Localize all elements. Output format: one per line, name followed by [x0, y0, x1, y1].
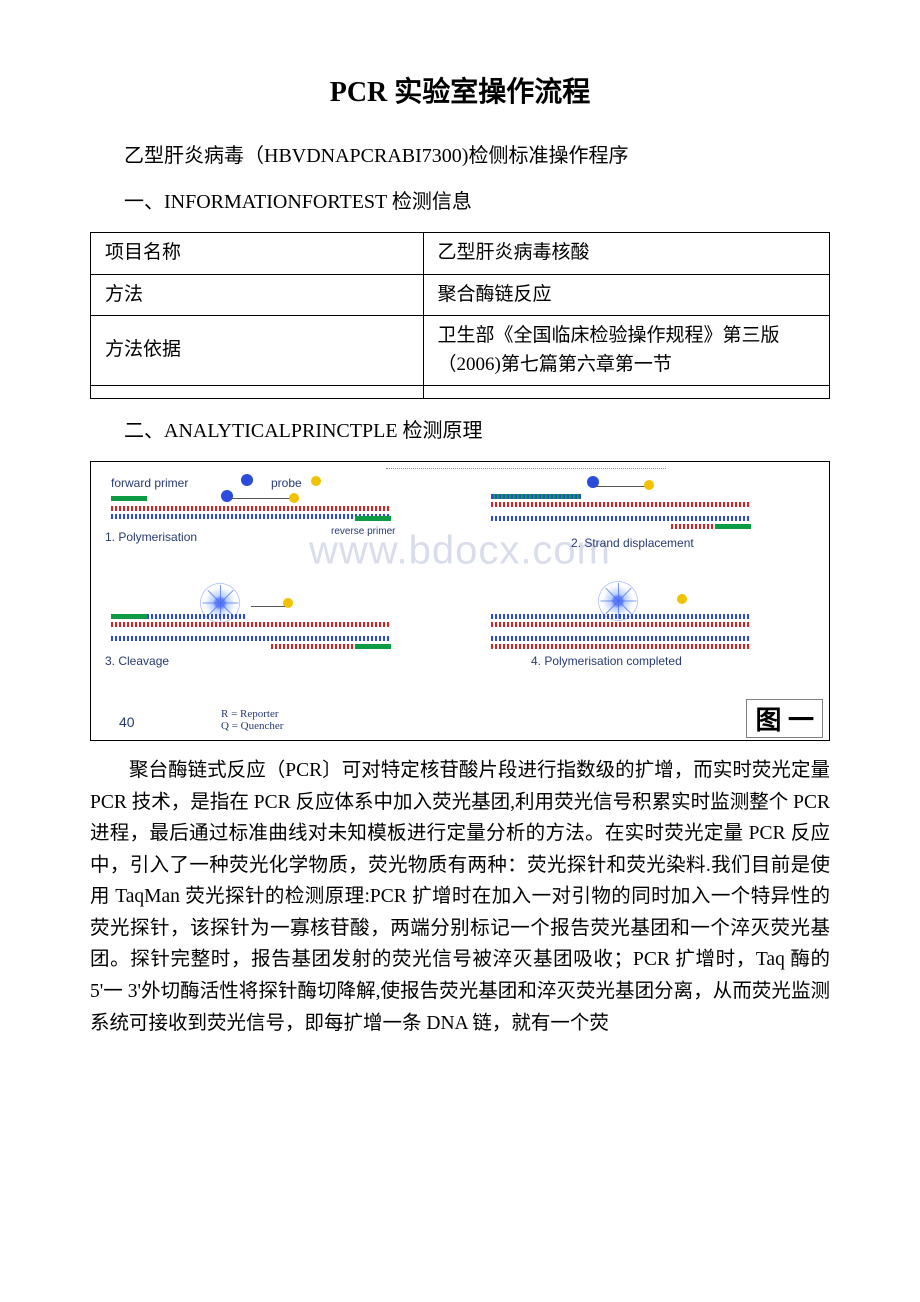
- primer-green-icon: [111, 614, 147, 619]
- probe-line: [251, 606, 285, 607]
- table-cell-label: 方法依据: [91, 316, 424, 386]
- table-cell-label: [91, 386, 424, 399]
- dna-strand-blue: [111, 636, 391, 641]
- table-row: 方法 聚合酶链反应: [91, 274, 830, 316]
- probe-yellow-icon: [677, 594, 687, 604]
- dna-strand-blue: [491, 516, 751, 521]
- section1-heading: 一、INFORMATIONFORTEST 检测信息: [124, 186, 830, 218]
- dna-strand-blue: [491, 636, 751, 641]
- dna-strand-blue: [491, 494, 581, 499]
- panel3-caption: 3. Cleavage: [105, 654, 169, 668]
- primer-green-icon: [355, 516, 391, 521]
- info-table: 项目名称 乙型肝炎病毒核酸 方法 聚合酶链反应 方法依据 卫生部《全国临床检验操…: [90, 232, 830, 399]
- section2-heading: 二、ANALYTICALPRINCTPLE 检测原理: [124, 415, 830, 447]
- table-cell-value: 聚合酶链反应: [423, 274, 829, 316]
- figure-label: 图 一: [746, 699, 823, 738]
- primer-green-icon: [715, 524, 751, 529]
- dna-strand-red: [491, 502, 751, 507]
- dna-strand-blue: [111, 514, 391, 519]
- divider-line: [386, 468, 666, 469]
- primer-green-icon: [355, 644, 391, 649]
- label-reverse-primer: reverse primer: [331, 526, 395, 537]
- table-row: 项目名称 乙型肝炎病毒核酸: [91, 233, 830, 275]
- dna-strand-blue: [491, 614, 751, 619]
- table-cell-value: 乙型肝炎病毒核酸: [423, 233, 829, 275]
- dna-strand-red: [491, 644, 751, 649]
- dna-strand-red: [491, 622, 751, 627]
- dna-strand-red: [111, 622, 391, 627]
- probe-yellow-icon: [644, 480, 654, 490]
- dna-strand-red: [111, 506, 391, 511]
- probe-line: [596, 486, 646, 487]
- diagram-page-number: 40: [119, 714, 135, 730]
- probe-yellow-icon: [311, 476, 321, 486]
- table-cell-value: [423, 386, 829, 399]
- probe-line: [231, 498, 291, 499]
- diagram-legend: R = Reporter Q = Quencher: [221, 708, 283, 732]
- taqman-diagram: www.bdocx.com forward primer probe rever…: [90, 461, 830, 741]
- page-title: PCR 实验室操作流程: [90, 70, 830, 110]
- table-row: 方法依据 卫生部《全国临床检验操作规程》第三版（2006)第七篇第六章第一节: [91, 316, 830, 386]
- panel2-caption: 2. Strand displacement: [571, 536, 694, 550]
- fluorescence-rays-icon: [601, 584, 635, 618]
- label-probe: probe: [271, 476, 302, 490]
- table-cell-value: 卫生部《全国临床检验操作规程》第三版（2006)第七篇第六章第一节: [423, 316, 829, 386]
- table-row: [91, 386, 830, 399]
- probe-blue-icon: [241, 474, 253, 486]
- doc-subtitle: 乙型肝炎病毒（HBVDNAPCRABI7300)检侧标准操作程序: [124, 140, 830, 172]
- label-forward-primer: forward primer: [111, 476, 188, 490]
- table-cell-label: 项目名称: [91, 233, 424, 275]
- probe-blue-icon: [221, 490, 233, 502]
- table-cell-label: 方法: [91, 274, 424, 316]
- body-paragraph: 聚台酶链式反应（PCR〕可对特定核苷酸片段进行指数级的扩增，而实时荧光定量 PC…: [90, 755, 830, 1039]
- panel4-caption: 4. Polymerisation completed: [531, 654, 682, 668]
- panel1-caption: 1. Polymerisation: [105, 530, 197, 544]
- primer-green-icon: [111, 496, 147, 501]
- probe-yellow-icon: [289, 493, 299, 503]
